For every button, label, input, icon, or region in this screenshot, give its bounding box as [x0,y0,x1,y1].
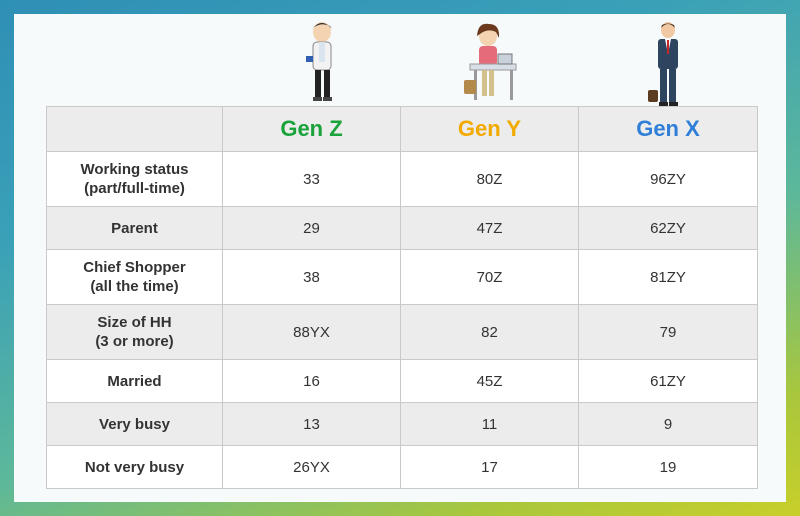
gen-x-figure-icon [646,20,690,110]
cell-gen-y: 11 [400,402,579,446]
cell-gen-z: 13 [222,402,401,446]
generation-comparison-table: Gen Z Gen Y Gen X Working status (part/f… [46,106,758,489]
cell-gen-y: 70Z [400,249,579,305]
table-row: Parent 29 47Z 62ZY [46,206,758,250]
table-row: Working status (part/full-time) 33 80Z 9… [46,151,758,207]
header-gen-x: Gen X [578,106,758,152]
cell-gen-y: 82 [400,304,579,360]
gen-z-figure-icon [296,20,346,104]
row-label-line1: Married [107,372,162,390]
cell-gen-z: 38 [222,249,401,305]
table-row: Very busy 13 11 9 [46,402,758,446]
cell-gen-z: 16 [222,359,401,403]
table-row: Married 16 45Z 61ZY [46,359,758,403]
cell-gen-x: 62ZY [578,206,758,250]
row-label: Parent [46,206,223,250]
cell-gen-y: 80Z [400,151,579,207]
cell-gen-x: 81ZY [578,249,758,305]
row-label-line1: Size of HH [97,314,172,331]
row-label-line1: Parent [111,219,158,237]
cell-gen-x: 61ZY [578,359,758,403]
gen-y-figure-icon [462,20,522,106]
table-row: Size of HH (3 or more) 88YX 82 79 [46,304,758,360]
row-label-line2: (all the time) [90,278,179,295]
cell-gen-x: 79 [578,304,758,360]
cell-gen-z: 26YX [222,445,401,489]
header-gen-y: Gen Y [400,106,579,152]
table-row: Not very busy 26YX 17 19 [46,445,758,489]
cell-gen-x: 19 [578,445,758,489]
table-row: Chief Shopper (all the time) 38 70Z 81ZY [46,249,758,305]
content-panel: Gen Z Gen Y Gen X Working status (part/f… [14,14,786,502]
row-label-line1: Not very busy [84,458,185,476]
header-empty-cell [46,106,223,152]
cell-gen-x: 9 [578,402,758,446]
row-label: Not very busy [46,445,223,489]
row-label: Very busy [46,402,223,446]
row-label-line1: Working status [80,161,189,178]
row-label-line1: Chief Shopper [83,259,186,276]
cell-gen-y: 17 [400,445,579,489]
row-label: Chief Shopper (all the time) [46,249,223,305]
row-label: Married [46,359,223,403]
cell-gen-y: 45Z [400,359,579,403]
row-label-line2: (part/full-time) [84,180,185,197]
row-label: Working status (part/full-time) [46,151,223,207]
cell-gen-x: 96ZY [578,151,758,207]
row-label-line2: (3 or more) [95,333,174,350]
table-header-row: Gen Z Gen Y Gen X [46,106,758,152]
cell-gen-z: 88YX [222,304,401,360]
cell-gen-z: 29 [222,206,401,250]
generation-figures [14,14,786,106]
cell-gen-y: 47Z [400,206,579,250]
cell-gen-z: 33 [222,151,401,207]
row-label: Size of HH (3 or more) [46,304,223,360]
row-label-line1: Very busy [99,415,170,433]
header-gen-z: Gen Z [222,106,401,152]
